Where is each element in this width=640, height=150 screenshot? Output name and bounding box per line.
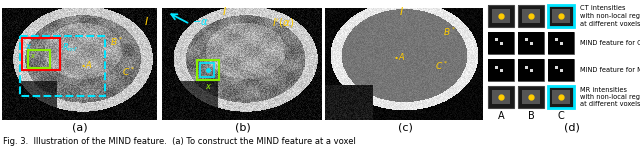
Text: MIND feature for MR: MIND feature for MR [580, 67, 640, 73]
Bar [522, 9, 540, 23]
Text: $C^*$: $C^*$ [122, 66, 135, 78]
Text: $\bullet A$: $\bullet A$ [80, 59, 92, 70]
Bar [197, 60, 219, 80]
Bar [28, 50, 50, 68]
Bar [522, 90, 540, 104]
Text: $\bullet A$: $\bullet A$ [393, 51, 405, 62]
Text: $I$: $I$ [144, 15, 149, 27]
Bar [548, 59, 574, 81]
Text: Fig. 3.  Illustration of the MIND feature.  (a) To construct the MIND feature at: Fig. 3. Illustration of the MIND feature… [3, 137, 356, 146]
Text: $x$: $x$ [205, 82, 212, 91]
Text: $B^*$: $B^*$ [110, 36, 123, 48]
Bar [488, 86, 514, 108]
Text: $-\alpha$: $-\alpha$ [192, 17, 209, 27]
Bar [548, 86, 574, 108]
Bar [488, 32, 514, 54]
Bar [548, 5, 574, 27]
Text: CT intensities
with non-local regions
at different voxels: CT intensities with non-local regions at… [580, 6, 640, 27]
Bar [552, 90, 570, 104]
Text: $I$: $I$ [399, 5, 404, 17]
Text: C: C [557, 111, 564, 121]
Bar [518, 59, 544, 81]
Bar [518, 86, 544, 108]
Text: $I'(\alpha)$: $I'(\alpha)$ [272, 16, 294, 30]
Bar [22, 38, 60, 70]
Bar [20, 36, 105, 96]
Text: MR intensities
with non-local regions
at different voxels: MR intensities with non-local regions at… [580, 87, 640, 108]
Text: B: B [527, 111, 534, 121]
Bar [518, 32, 544, 54]
Text: (b): (b) [235, 122, 251, 132]
Text: MIND feature for CT: MIND feature for CT [580, 40, 640, 46]
Bar [518, 5, 544, 27]
Bar [200, 63, 214, 77]
Bar [518, 86, 544, 108]
Bar [518, 5, 544, 27]
Text: (c): (c) [397, 122, 412, 132]
Bar [492, 90, 510, 104]
Text: A: A [498, 111, 504, 121]
Bar [552, 9, 570, 23]
Bar [488, 5, 514, 27]
Text: $I$: $I$ [222, 5, 227, 17]
Bar [488, 59, 514, 81]
Bar [488, 86, 514, 108]
Bar [548, 86, 574, 108]
Text: $x$: $x$ [30, 52, 36, 60]
Text: $x$: $x$ [25, 42, 32, 51]
Bar [492, 9, 510, 23]
Text: $C^*$: $C^*$ [435, 60, 448, 72]
Text: (a): (a) [72, 122, 88, 132]
Text: (d): (d) [564, 122, 580, 132]
Bar [548, 5, 574, 27]
Bar [488, 5, 514, 27]
Bar [548, 32, 574, 54]
Text: $B^*$: $B^*$ [443, 26, 456, 38]
Text: $R_{mf}$: $R_{mf}$ [62, 42, 78, 54]
